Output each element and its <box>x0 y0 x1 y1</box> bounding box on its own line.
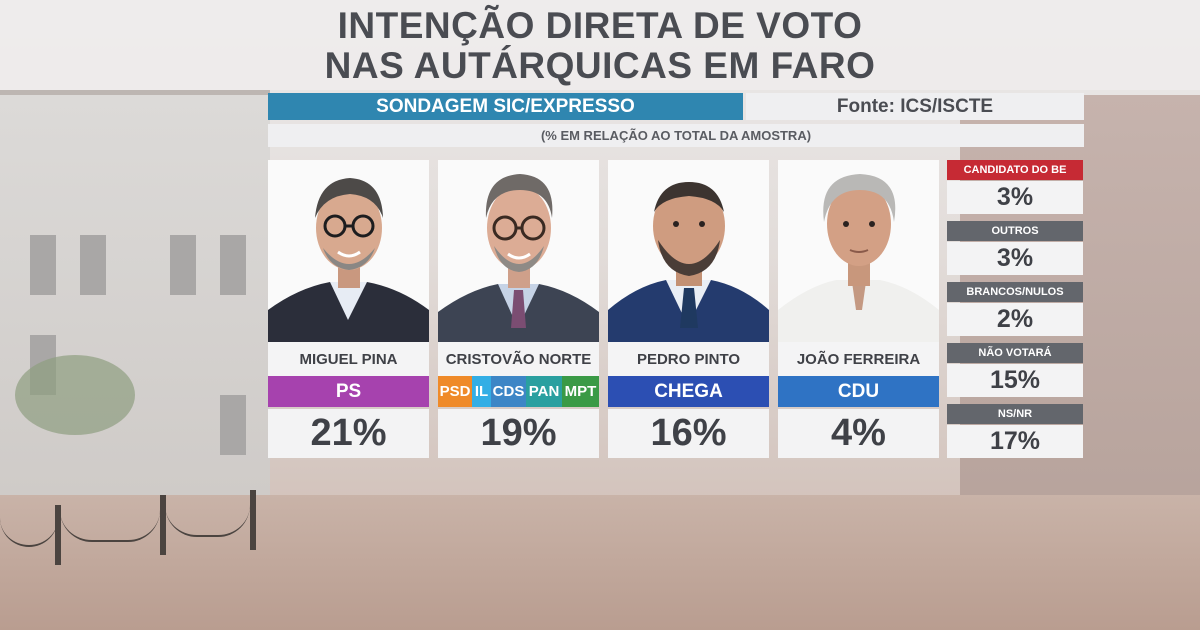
title-line-1: INTENÇÃO DIRETA DE VOTO <box>337 5 863 46</box>
background-post <box>160 495 166 555</box>
background-window <box>220 395 246 455</box>
candidate-photo <box>268 160 429 342</box>
other-percentage: 17% <box>947 425 1083 458</box>
background-post <box>55 505 61 565</box>
candidate-photo <box>438 160 599 342</box>
other-label: OUTROS <box>947 221 1083 241</box>
candidate-name: CRISTOVÃO NORTE <box>438 342 599 376</box>
background-window <box>220 235 246 295</box>
title-band <box>0 0 1200 90</box>
candidate-percentage: 16% <box>608 409 769 458</box>
candidate-name: MIGUEL PINA <box>268 342 429 376</box>
background-chain <box>0 515 58 547</box>
other-label: NÃO VOTARÁ <box>947 343 1083 363</box>
candidate-percentage: 4% <box>778 409 939 458</box>
background-window <box>80 235 106 295</box>
other-label: BRANCOS/NULOS <box>947 282 1083 302</box>
party-label-cds: CDS <box>491 376 526 407</box>
other-label-be: CANDIDATO DO BE <box>947 160 1083 180</box>
survey-label: SONDAGEM SIC/EXPRESSO <box>268 93 743 120</box>
party-label-il: IL <box>472 376 491 407</box>
candidate-name: JOÃO FERREIRA <box>778 342 939 376</box>
survey-label-text: SONDAGEM SIC/EXPRESSO <box>376 96 635 117</box>
candidate-photo <box>778 160 939 342</box>
party-label-ps: PS <box>268 376 429 407</box>
other-percentage: 3% <box>947 181 1083 214</box>
background-building <box>0 95 270 495</box>
page-title: INTENÇÃO DIRETA DE VOTO NAS AUTÁRQUICAS … <box>0 6 1200 86</box>
background-window <box>30 235 56 295</box>
other-percentage: 15% <box>947 364 1083 397</box>
candidate-name: PEDRO PINTO <box>608 342 769 376</box>
party-label-pan: PAN <box>526 376 562 407</box>
background-window <box>170 235 196 295</box>
candidate-percentage: 21% <box>268 409 429 458</box>
candidate-photo <box>608 160 769 342</box>
party-label-cdu: CDU <box>778 376 939 407</box>
party-coalition: PSD IL CDS PAN MPT <box>438 376 599 407</box>
background-chain <box>60 510 160 542</box>
sample-note: (% EM RELAÇÃO AO TOTAL DA AMOSTRA) <box>268 124 1084 147</box>
background-post <box>250 490 256 550</box>
source-label: Fonte: ICS/ISCTE <box>746 93 1084 120</box>
candidate-percentage: 19% <box>438 409 599 458</box>
party-label-psd: PSD <box>438 376 472 407</box>
background-chain <box>165 505 250 537</box>
party-label-chega: CHEGA <box>608 376 769 407</box>
other-percentage: 2% <box>947 303 1083 336</box>
party-label-mpt: MPT <box>562 376 599 407</box>
other-label: NS/NR <box>947 404 1083 424</box>
title-line-2: NAS AUTÁRQUICAS EM FARO <box>324 45 876 86</box>
background-tree <box>15 355 135 435</box>
other-percentage: 3% <box>947 242 1083 275</box>
